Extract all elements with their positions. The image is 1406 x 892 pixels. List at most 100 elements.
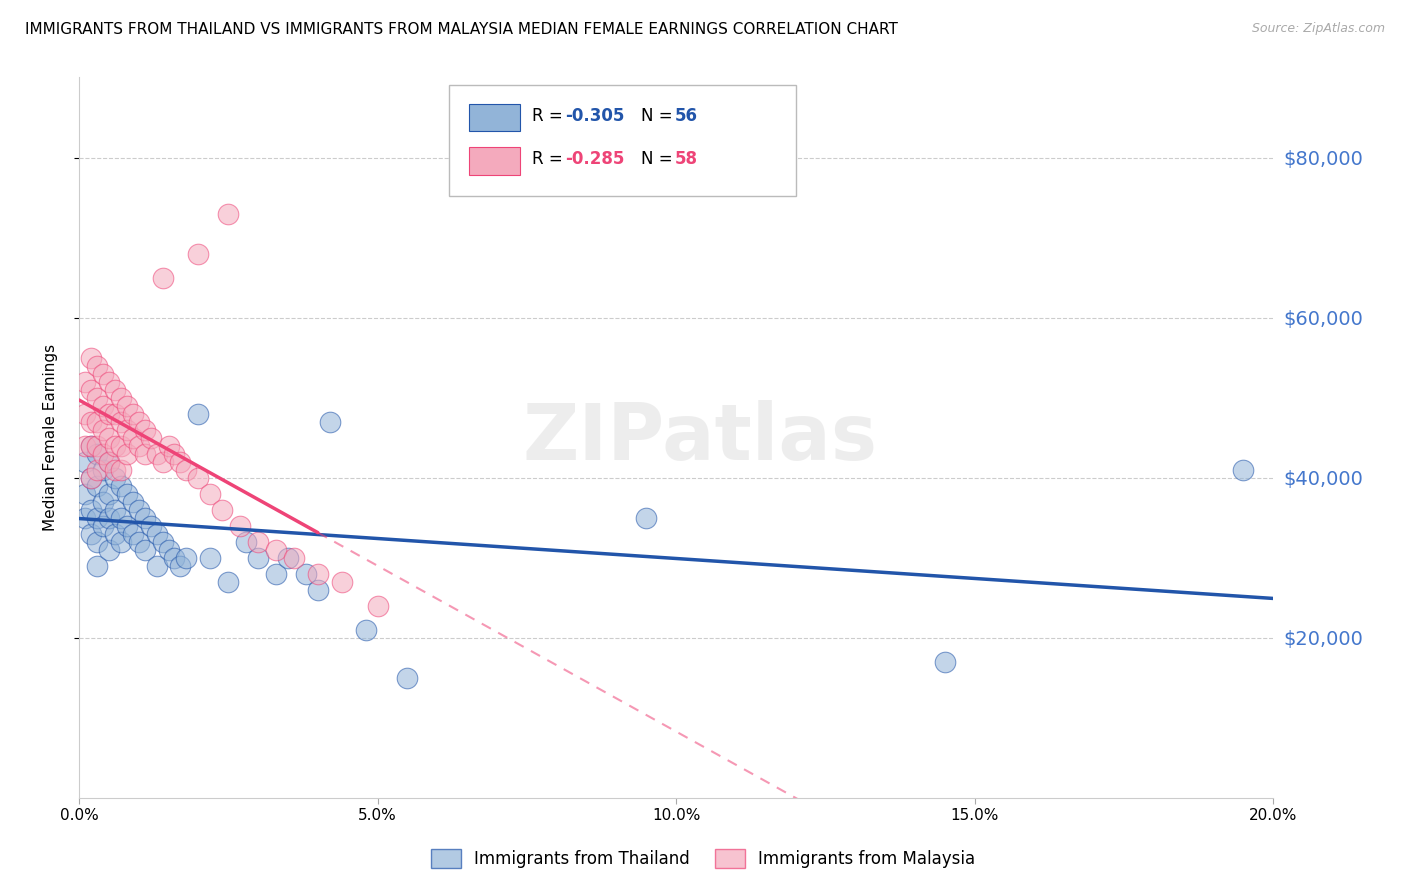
Point [152,534,174,549]
Text: -0.305: -0.305 [565,107,624,125]
Text: 56: 56 [675,107,697,125]
Point [86,359,108,373]
Point [91,495,114,509]
Point [110,391,132,405]
Point [110,439,132,453]
Point [104,463,127,477]
Point [307,582,329,597]
Y-axis label: Median Female Earnings: Median Female Earnings [44,344,58,532]
Point [115,399,138,413]
Point [91,463,114,477]
Point [104,503,127,517]
Point [80,383,103,397]
Text: N =: N = [641,150,678,168]
Point [80,503,103,517]
Point [73,455,96,469]
Point [91,518,114,533]
Point [264,542,287,557]
Point [187,407,209,421]
Point [295,566,318,581]
Point [121,431,143,445]
Point [91,447,114,461]
Point [80,439,103,453]
Point [134,423,156,437]
Point [97,407,120,421]
Point [86,479,108,493]
Point [73,487,96,501]
Point [115,518,138,533]
Point [176,463,198,477]
Point [115,447,138,461]
Point [86,558,108,573]
Point [200,550,222,565]
Point [134,511,156,525]
Point [145,526,167,541]
Point [97,375,120,389]
Point [91,399,114,413]
Text: ZIPatlas: ZIPatlas [523,400,877,475]
Point [134,542,156,557]
Point [104,526,127,541]
Point [86,415,108,429]
Point [200,487,222,501]
Point [80,439,103,453]
Point [128,503,150,517]
Point [80,471,103,485]
FancyBboxPatch shape [470,147,520,175]
Point [169,558,191,573]
Point [217,574,239,589]
Point [139,518,162,533]
Text: N =: N = [641,107,678,125]
Point [91,423,114,437]
Point [307,566,329,581]
Point [229,518,252,533]
Point [1232,463,1254,477]
Point [121,407,143,421]
Point [86,534,108,549]
Point [121,495,143,509]
Point [247,550,270,565]
Point [104,407,127,421]
Point [97,511,120,525]
Point [86,463,108,477]
Point [97,487,120,501]
Point [134,447,156,461]
Point [636,511,658,525]
Point [396,671,419,685]
Text: R =: R = [531,150,568,168]
Point [128,439,150,453]
Point [110,415,132,429]
FancyBboxPatch shape [470,104,520,131]
Point [86,511,108,525]
Point [110,534,132,549]
Point [277,550,299,565]
Point [80,526,103,541]
Point [86,439,108,453]
Point [86,391,108,405]
Point [97,455,120,469]
Point [115,423,138,437]
Point [104,471,127,485]
Point [211,503,233,517]
Text: IMMIGRANTS FROM THAILAND VS IMMIGRANTS FROM MALAYSIA MEDIAN FEMALE EARNINGS CORR: IMMIGRANTS FROM THAILAND VS IMMIGRANTS F… [25,22,898,37]
Point [187,246,209,260]
Point [157,542,180,557]
Point [115,487,138,501]
Point [264,566,287,581]
Point [91,367,114,381]
Point [110,511,132,525]
Legend: Immigrants from Thailand, Immigrants from Malaysia: Immigrants from Thailand, Immigrants fro… [425,842,981,875]
FancyBboxPatch shape [449,85,796,196]
Point [187,471,209,485]
Point [235,534,257,549]
Point [152,270,174,285]
Point [110,479,132,493]
Point [283,550,305,565]
Point [80,471,103,485]
Point [145,558,167,573]
Point [73,511,96,525]
Point [73,375,96,389]
Point [145,447,167,461]
Point [80,351,103,365]
Point [104,383,127,397]
